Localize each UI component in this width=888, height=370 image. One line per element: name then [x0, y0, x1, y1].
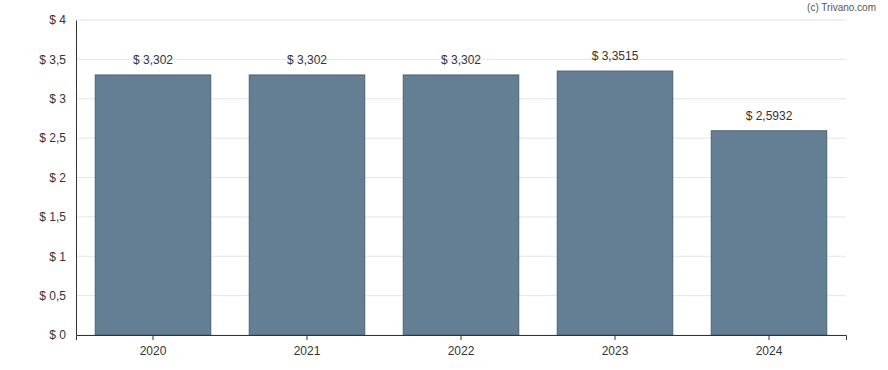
y-tick-label: $ 1 — [49, 250, 66, 264]
y-tick: $ 0,5 — [39, 289, 76, 303]
data-label: $ 2,5932 — [746, 109, 793, 123]
data-label: $ 3,302 — [133, 53, 173, 67]
x-tick-label: 2020 — [140, 344, 167, 358]
x-tick-mark — [307, 335, 308, 340]
y-tick: $ 3,5 — [39, 53, 76, 67]
x-tick: 2021 — [294, 335, 321, 358]
y-tick: $ 1 — [49, 250, 76, 264]
y-tick: $ 2 — [49, 171, 76, 185]
data-label: $ 3,302 — [441, 53, 481, 67]
bar — [249, 75, 365, 335]
y-tick: $ 4 — [49, 13, 76, 27]
data-labels: $ 3,302 $ 3,302 $ 3,302 $ 3,3515 $ 2,5932 — [133, 49, 793, 123]
y-tick: $ 0 — [49, 328, 76, 342]
grid — [76, 20, 846, 335]
y-tick-label: $ 3 — [49, 92, 66, 106]
x-tick-label: 2021 — [294, 344, 321, 358]
x-axis: 2020 2021 2022 2023 2024 — [77, 335, 847, 358]
x-tick: 2020 — [140, 335, 167, 358]
y-tick-label: $ 0,5 — [39, 289, 66, 303]
y-tick-label: $ 3,5 — [39, 53, 66, 67]
y-tick-label: $ 2 — [49, 171, 66, 185]
bar — [711, 131, 827, 335]
data-label: $ 3,302 — [287, 53, 327, 67]
y-axis-line — [76, 21, 77, 336]
plot: $ 3,302 $ 3,302 $ 3,302 $ 3,3515 $ 2,5932 $ 0… — [39, 13, 846, 357]
bar — [95, 75, 211, 335]
y-tick: $ 3 — [49, 92, 76, 106]
x-tick-label: 2023 — [602, 344, 629, 358]
grid-line — [76, 20, 846, 21]
x-tick: 2023 — [602, 335, 629, 358]
x-tick-mark — [769, 335, 770, 340]
x-tick: 2024 — [756, 335, 783, 358]
y-tick: $ 1,5 — [39, 210, 76, 224]
x-tick-mark — [615, 335, 616, 340]
x-tick-label: 2022 — [448, 344, 475, 358]
y-tick-label: $ 2,5 — [39, 131, 66, 145]
x-tick-mark — [153, 335, 154, 340]
x-tick: 2022 — [448, 335, 475, 358]
bars — [95, 71, 827, 335]
x-tick-mark — [461, 335, 462, 340]
y-axis: $ 0 $ 0,5 $ 1 $ 1,5 $ 2 $ 2,5 $ 3 $ 3,5 $ 4 — [39, 13, 76, 342]
y-tick-label: $ 0 — [49, 328, 66, 342]
data-label: $ 3,3515 — [592, 49, 639, 63]
chart: $ 3,302 $ 3,302 $ 3,302 $ 3,3515 $ 2,5932 $ 0… — [0, 0, 888, 370]
annotation: (c) Trivano.com — [807, 2, 876, 13]
y-tick-label: $ 1,5 — [39, 210, 66, 224]
bar — [403, 75, 519, 335]
x-tick-label: 2024 — [756, 344, 783, 358]
y-tick: $ 2,5 — [39, 131, 76, 145]
x-axis-line — [77, 336, 847, 341]
y-tick-label: $ 4 — [49, 13, 66, 27]
bar — [557, 71, 673, 335]
